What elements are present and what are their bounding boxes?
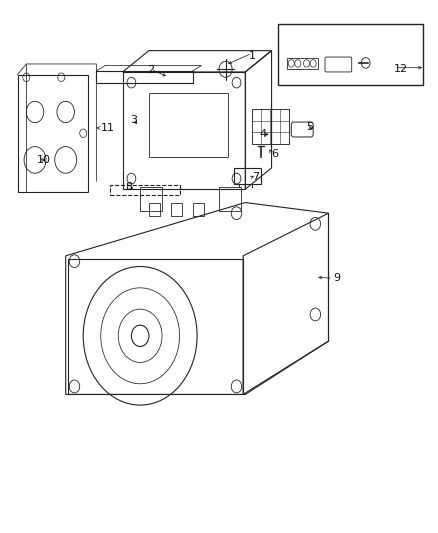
Text: 3: 3 (130, 115, 137, 125)
Bar (140, 187, 162, 211)
Bar (68, 259, 243, 394)
Text: 4: 4 (259, 130, 266, 139)
Text: 11: 11 (101, 123, 115, 133)
Text: 2: 2 (148, 66, 155, 75)
Bar (193, 203, 204, 216)
Bar (123, 72, 245, 189)
Bar (252, 109, 289, 144)
Text: 12: 12 (394, 64, 408, 74)
Bar (110, 185, 180, 195)
Bar (278, 24, 423, 85)
Text: 10: 10 (37, 155, 51, 165)
Text: 7: 7 (252, 172, 259, 182)
Bar (96, 71, 193, 83)
Bar (149, 203, 160, 216)
Bar (234, 168, 261, 184)
Text: 1: 1 (248, 51, 255, 61)
Bar (219, 187, 241, 211)
Bar (171, 203, 182, 216)
Bar (287, 58, 318, 69)
Text: 9: 9 (333, 273, 340, 283)
Text: 6: 6 (272, 149, 279, 158)
Text: 5: 5 (307, 122, 314, 132)
Text: 8: 8 (126, 182, 133, 191)
Bar (149, 93, 228, 157)
